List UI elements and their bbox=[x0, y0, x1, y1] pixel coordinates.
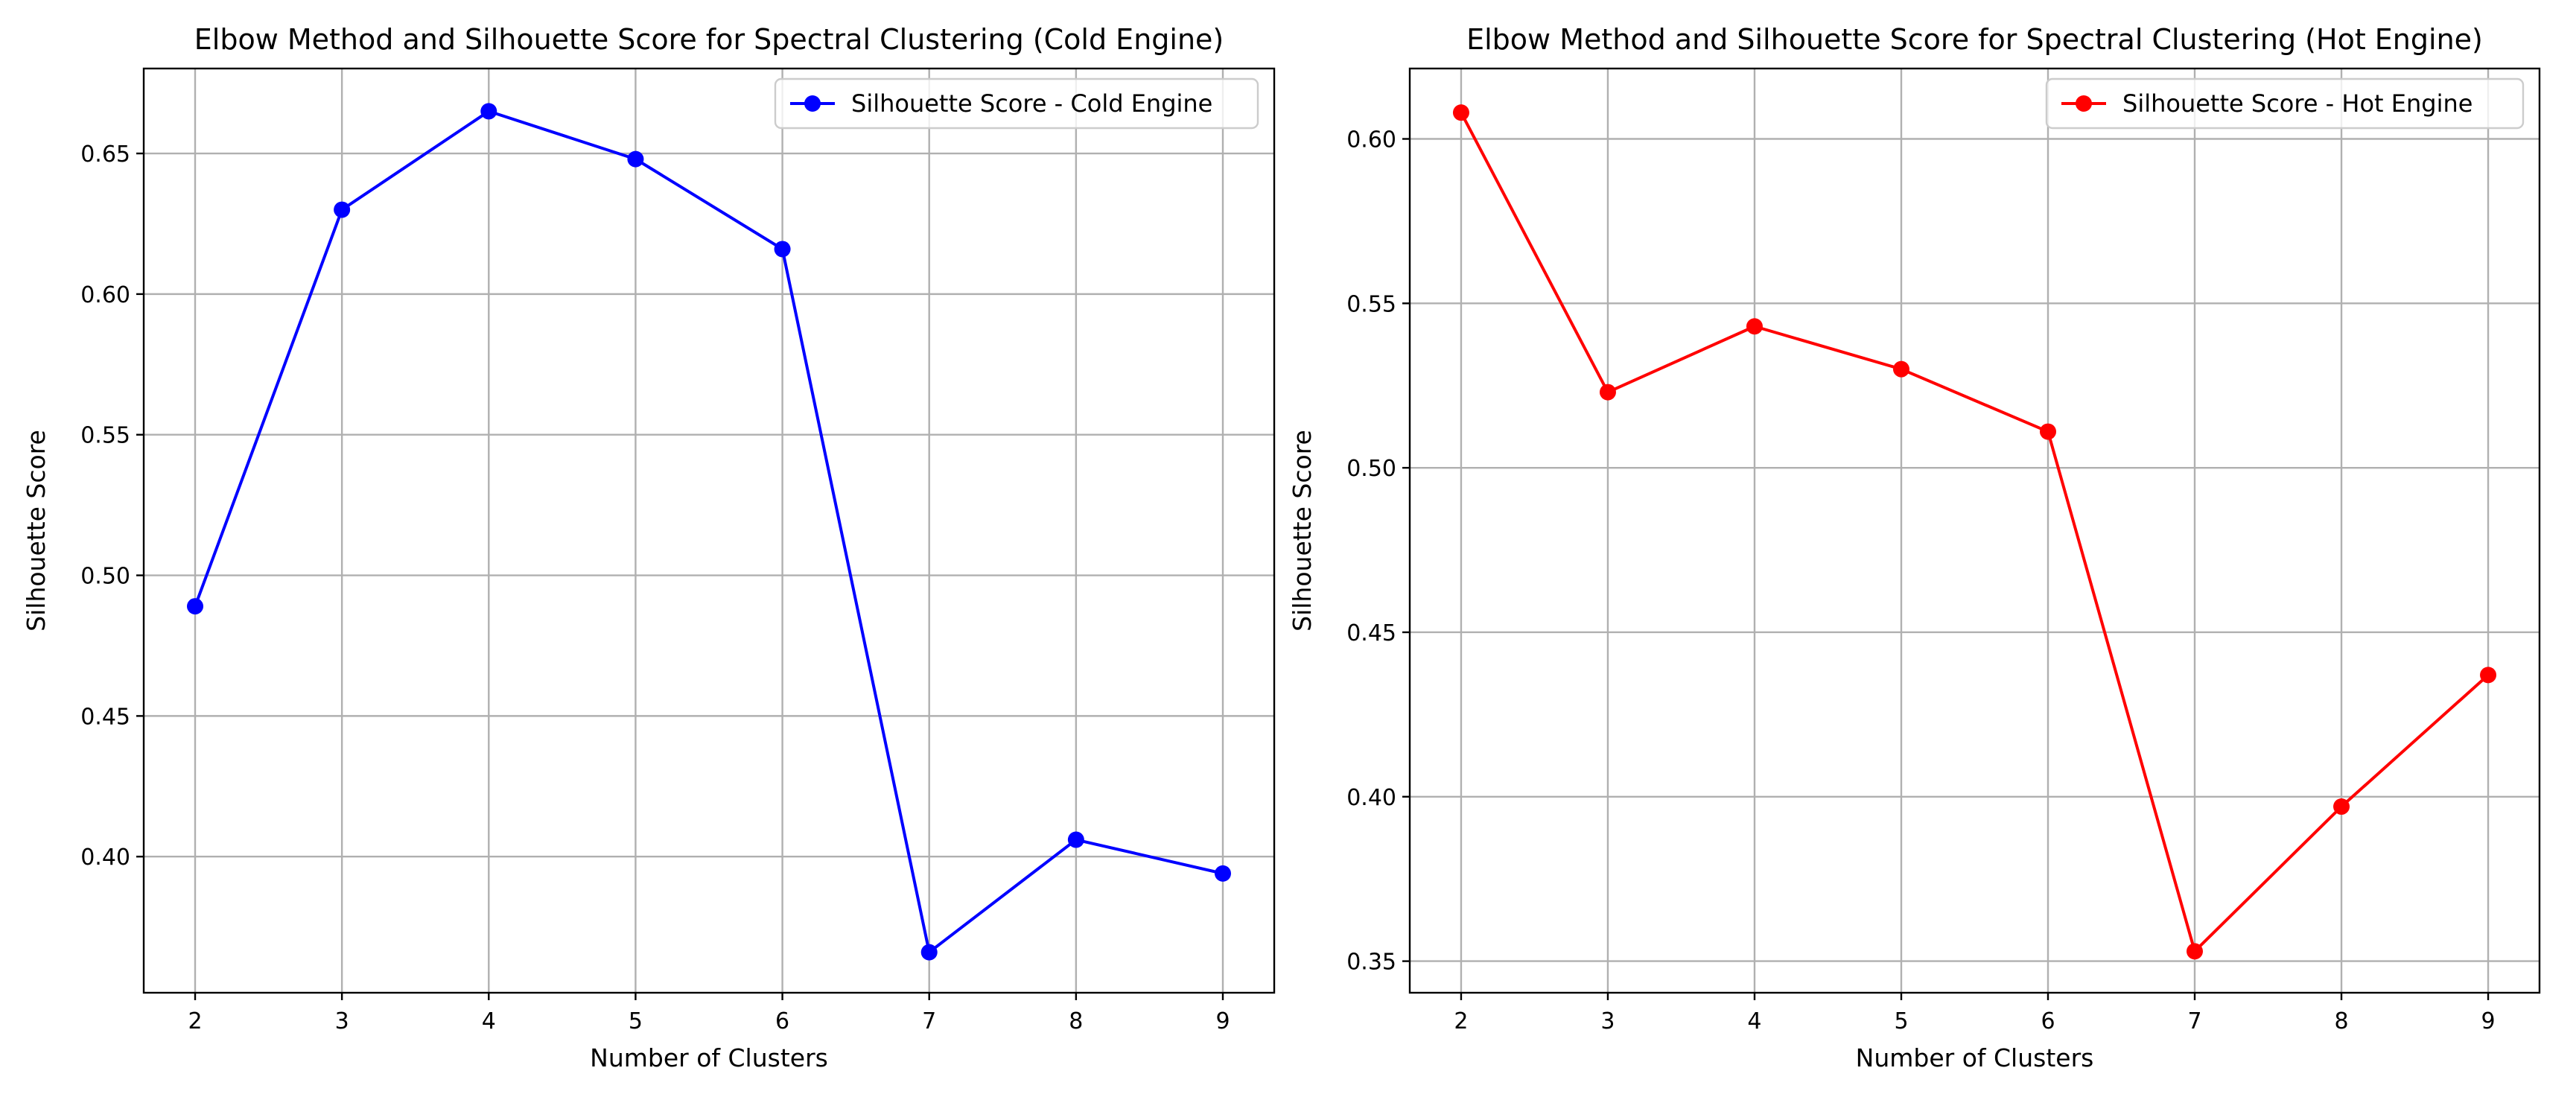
y-tick-label: 0.55 bbox=[1346, 291, 1396, 317]
x-axis-label: Number of Clusters bbox=[1856, 1043, 2094, 1072]
data-point bbox=[1067, 831, 1084, 848]
y-tick-label: 0.35 bbox=[1346, 950, 1396, 976]
data-point bbox=[920, 944, 938, 961]
y-tick-label: 0.45 bbox=[1346, 620, 1396, 646]
data-point bbox=[774, 241, 791, 258]
x-tick-label: 6 bbox=[2041, 1008, 2055, 1034]
y-tick-label: 0.65 bbox=[80, 142, 130, 168]
legend-label: Silhouette Score - Hot Engine bbox=[2122, 89, 2472, 118]
chart-panel-1: 2 3 4 5 6 7 8 9 0.40 0.45 0.50 0.55 0.60 0.65 Elbow Me… bbox=[22, 23, 1276, 1072]
data-point bbox=[334, 201, 351, 218]
y-axis-label: Silhouette Score bbox=[22, 430, 51, 632]
data-point bbox=[1452, 104, 1469, 121]
data-point bbox=[1599, 384, 1616, 401]
x-tick-label: 8 bbox=[1069, 1008, 1083, 1034]
x-tick-label: 3 bbox=[1600, 1008, 1615, 1034]
data-point bbox=[1746, 318, 1763, 335]
x-tick-label: 9 bbox=[1215, 1008, 1230, 1034]
legend-label: Silhouette Score - Cold Engine bbox=[851, 89, 1212, 118]
x-tick-label: 3 bbox=[335, 1008, 349, 1034]
plot-frame bbox=[142, 67, 1276, 994]
chart-title: Elbow Method and Silhouette Score for Sp… bbox=[1466, 23, 2483, 56]
data-point bbox=[2480, 667, 2497, 684]
x-tick-label: 7 bbox=[922, 1008, 936, 1034]
x-tick-label: 8 bbox=[2334, 1008, 2348, 1034]
data-point bbox=[2187, 943, 2204, 960]
data-point bbox=[480, 103, 497, 120]
legend-box bbox=[774, 77, 1259, 130]
y-axis-label: Silhouette Score bbox=[1288, 430, 1317, 632]
x-axis-label: Number of Clusters bbox=[590, 1043, 828, 1072]
x-tick-label: 4 bbox=[1747, 1008, 1761, 1034]
y-tick-label: 0.50 bbox=[1346, 456, 1396, 482]
legend-marker bbox=[2076, 95, 2092, 112]
y-tick-label: 0.60 bbox=[80, 282, 130, 308]
x-tick-label: 5 bbox=[1894, 1008, 1908, 1034]
legend-marker bbox=[804, 95, 821, 112]
series-line-1 bbox=[194, 109, 1224, 954]
x-tick-label: 9 bbox=[2481, 1008, 2495, 1034]
series-line-1 bbox=[1460, 112, 2490, 953]
plot-frame bbox=[1408, 67, 2541, 994]
x-tick-label: 5 bbox=[629, 1008, 643, 1034]
legend-box bbox=[2045, 77, 2525, 130]
data-point bbox=[1892, 360, 1909, 378]
y-tick-label: 0.40 bbox=[1346, 785, 1396, 811]
data-point bbox=[187, 598, 203, 615]
y-tick-label: 0.40 bbox=[80, 845, 130, 871]
chart-panel-2: 2 3 4 5 6 7 8 9 0.35 0.40 0.45 0.50 0.55 0.60 Elbow Me… bbox=[1288, 23, 2541, 1072]
x-tick-label: 4 bbox=[482, 1008, 496, 1034]
x-tick-label: 7 bbox=[2187, 1008, 2201, 1034]
y-tick-label: 0.55 bbox=[80, 423, 130, 449]
y-tick-label: 0.50 bbox=[80, 564, 130, 590]
x-tick-label: 2 bbox=[1454, 1008, 1468, 1034]
x-tick-label: 6 bbox=[775, 1008, 789, 1034]
y-tick-label: 0.60 bbox=[1346, 127, 1396, 153]
data-point bbox=[2333, 798, 2350, 815]
chart-title: Elbow Method and Silhouette Score for Sp… bbox=[194, 23, 1224, 56]
data-point bbox=[2040, 423, 2057, 440]
data-point bbox=[627, 150, 644, 168]
y-tick-label: 0.45 bbox=[80, 704, 130, 730]
x-tick-label: 2 bbox=[188, 1008, 202, 1034]
data-point bbox=[1215, 865, 1231, 882]
